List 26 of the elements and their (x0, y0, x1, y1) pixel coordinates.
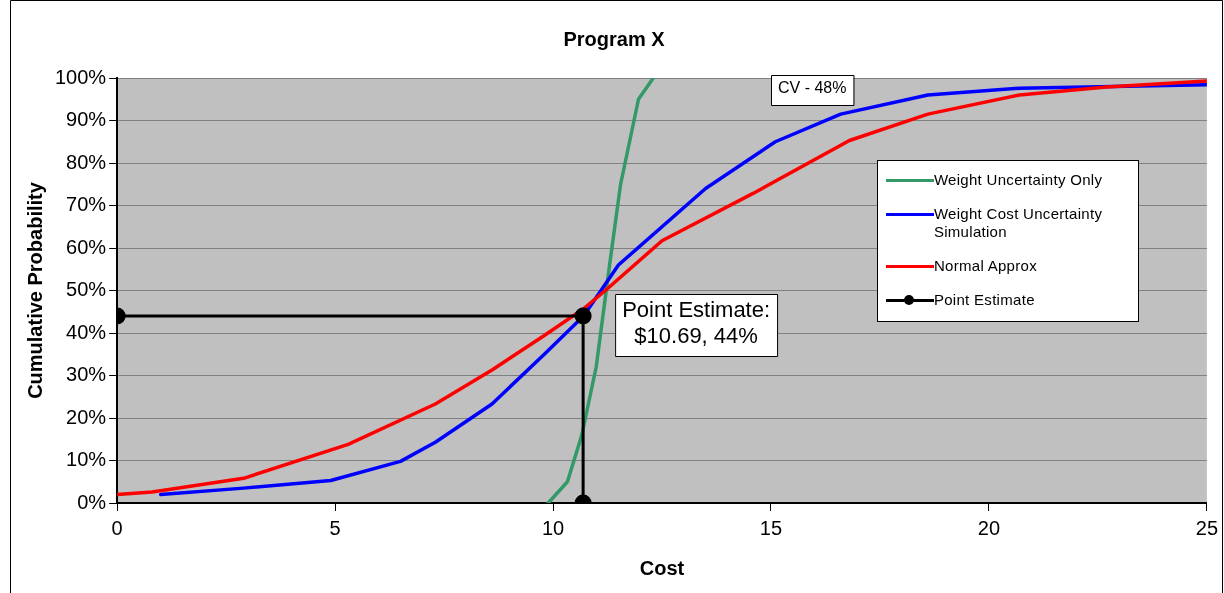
legend-label: Normal Approx (933, 257, 1038, 275)
legend-label: Weight Cost Uncertainty Simulation (933, 205, 1104, 241)
x-tick-label: 20 (977, 516, 1001, 539)
y-axis-title: Cumulative Probability (23, 181, 46, 399)
y-tick-label: 60% (66, 235, 107, 258)
y-tick-label: 100% (55, 65, 107, 88)
y-tick-label: 0% (77, 490, 107, 513)
x-axis-title: Cost (639, 556, 685, 579)
x-tick-label: 10 (541, 516, 565, 539)
chart-title: Program X (563, 27, 666, 50)
annotation: CV - 48% (777, 79, 847, 97)
annotation: Point Estimate: $10.69, 44% (622, 297, 771, 349)
y-tick-label: 80% (66, 150, 107, 173)
y-tick-label: 40% (66, 320, 107, 343)
y-tick-label: 30% (66, 363, 107, 386)
legend-label: Point Estimate (933, 291, 1036, 309)
x-tick-label: 25 (1195, 516, 1218, 539)
y-tick-label: 50% (66, 278, 107, 301)
y-tick-label: 90% (66, 108, 107, 131)
x-tick-label: 0 (111, 516, 123, 539)
legend-label: Weight Uncertainty Only (933, 171, 1104, 189)
y-tick-label: 10% (66, 448, 107, 471)
x-tick-label: 5 (329, 516, 341, 539)
y-tick-label: 20% (66, 405, 107, 428)
y-tick-label: 70% (66, 193, 107, 216)
x-tick-label: 15 (759, 516, 783, 539)
